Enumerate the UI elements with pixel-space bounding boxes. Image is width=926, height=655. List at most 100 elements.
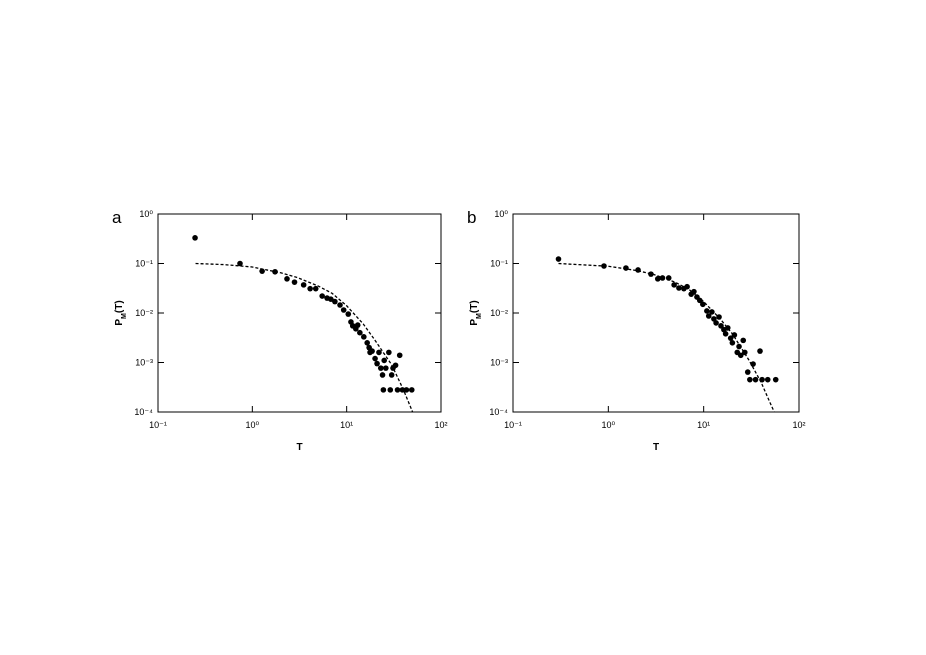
data-point xyxy=(354,322,361,328)
data-point xyxy=(369,348,375,354)
data-point xyxy=(671,282,677,288)
y-axis-label-part: (T) xyxy=(114,300,125,313)
data-point xyxy=(713,320,719,326)
y-tick-label: 10⁻³ xyxy=(490,358,508,368)
data-point xyxy=(192,235,198,241)
y-tick-label: 10⁻⁴ xyxy=(489,407,508,417)
data-point xyxy=(731,332,738,338)
data-point xyxy=(372,355,378,362)
data-point xyxy=(337,302,343,308)
data-point xyxy=(377,365,384,371)
panel: b T PM(T) 10⁻¹ 10⁰ 10¹ 10² 10⁻⁴ 10⁻³ 10⁻² 10⁻¹ 10⁰ xyxy=(467,208,806,453)
y-tick-label: 10⁰ xyxy=(139,209,153,219)
data-point xyxy=(752,376,759,383)
data-point xyxy=(399,387,406,393)
y-tick-label: 10⁻⁴ xyxy=(134,407,153,417)
data-point xyxy=(383,365,389,371)
data-point xyxy=(757,348,763,354)
panel-label: b xyxy=(467,208,476,227)
data-point xyxy=(376,349,382,356)
data-point xyxy=(394,387,401,393)
data-point xyxy=(364,340,370,346)
data-point xyxy=(291,279,298,285)
y-tick-label: 10⁻² xyxy=(135,308,153,318)
data-point xyxy=(744,369,751,375)
data-point xyxy=(747,376,753,383)
x-tick-label: 10¹ xyxy=(340,420,353,430)
y-tick-label: 10⁻¹ xyxy=(135,259,153,269)
data-point xyxy=(259,268,265,274)
data-point xyxy=(654,276,661,282)
x-axis-label: T xyxy=(296,442,302,453)
data-point xyxy=(357,329,363,336)
data-point xyxy=(392,362,399,369)
x-tick-label: 10⁰ xyxy=(602,420,616,430)
data-point xyxy=(676,285,682,291)
data-point xyxy=(736,343,742,350)
data-point xyxy=(374,360,380,367)
data-point xyxy=(696,297,703,304)
data-point xyxy=(307,285,313,292)
x-tick-label: 10⁰ xyxy=(246,420,260,430)
panel-label: a xyxy=(112,208,122,227)
data-point xyxy=(340,307,347,313)
fit-line xyxy=(558,262,775,413)
data-point xyxy=(381,357,388,364)
y-axis-label-part: (T) xyxy=(469,300,480,313)
y-axis-label: PM(T) xyxy=(469,300,483,325)
y-axis-label-part: M xyxy=(476,313,483,319)
x-tick-label: 10² xyxy=(792,420,805,430)
data-point xyxy=(705,313,712,319)
data-point xyxy=(388,372,395,378)
x-axis-label: T xyxy=(653,442,659,453)
y-tick-label: 10⁻² xyxy=(490,308,508,318)
y-axis-label-part: P xyxy=(114,319,125,326)
data-point xyxy=(319,293,325,299)
data-point xyxy=(709,309,715,315)
data-point xyxy=(727,335,734,341)
data-point xyxy=(403,387,410,393)
data-point xyxy=(764,376,771,383)
data-point xyxy=(740,337,747,344)
data-point xyxy=(408,387,415,393)
y-tick-label: 10⁻³ xyxy=(135,358,153,368)
data-point xyxy=(750,361,756,367)
data-point xyxy=(700,301,706,308)
y-axis-label-part: M xyxy=(121,313,128,319)
data-point xyxy=(332,298,338,305)
y-axis-label: PM(T) xyxy=(114,300,128,325)
data-point xyxy=(737,352,744,359)
data-point xyxy=(237,260,243,267)
data-point xyxy=(386,349,392,356)
data-point xyxy=(704,308,710,314)
y-axis-label-part: P xyxy=(469,319,480,326)
data-point xyxy=(648,271,654,277)
data-point xyxy=(718,323,724,329)
data-point xyxy=(345,311,352,317)
plot-frame xyxy=(157,213,442,413)
data-point xyxy=(722,331,729,337)
data-point xyxy=(387,387,394,393)
data-point xyxy=(691,288,697,295)
data-point xyxy=(312,285,319,292)
data-point xyxy=(379,372,386,378)
x-tick-label: 10² xyxy=(434,420,447,430)
data-point xyxy=(772,376,779,383)
data-point xyxy=(623,265,629,271)
data-point xyxy=(729,340,736,346)
data-point xyxy=(300,282,307,288)
fit-line xyxy=(195,262,414,413)
data-point xyxy=(361,334,367,340)
data-point xyxy=(555,256,562,262)
panel: a T PM(T) 10⁻¹ 10⁰ 10¹ 10² 10⁻⁴ 10⁻³ 10⁻² 10⁻¹ 10⁰ xyxy=(112,208,448,453)
data-point xyxy=(380,387,387,393)
y-tick-label: 10⁰ xyxy=(494,209,508,219)
x-tick-label: 10⁻¹ xyxy=(149,420,167,430)
y-tick-label: 10⁻¹ xyxy=(490,259,508,269)
data-point xyxy=(284,276,290,282)
x-tick-label: 10¹ xyxy=(697,420,710,430)
x-tick-label: 10⁻¹ xyxy=(504,420,522,430)
data-point xyxy=(396,352,403,359)
